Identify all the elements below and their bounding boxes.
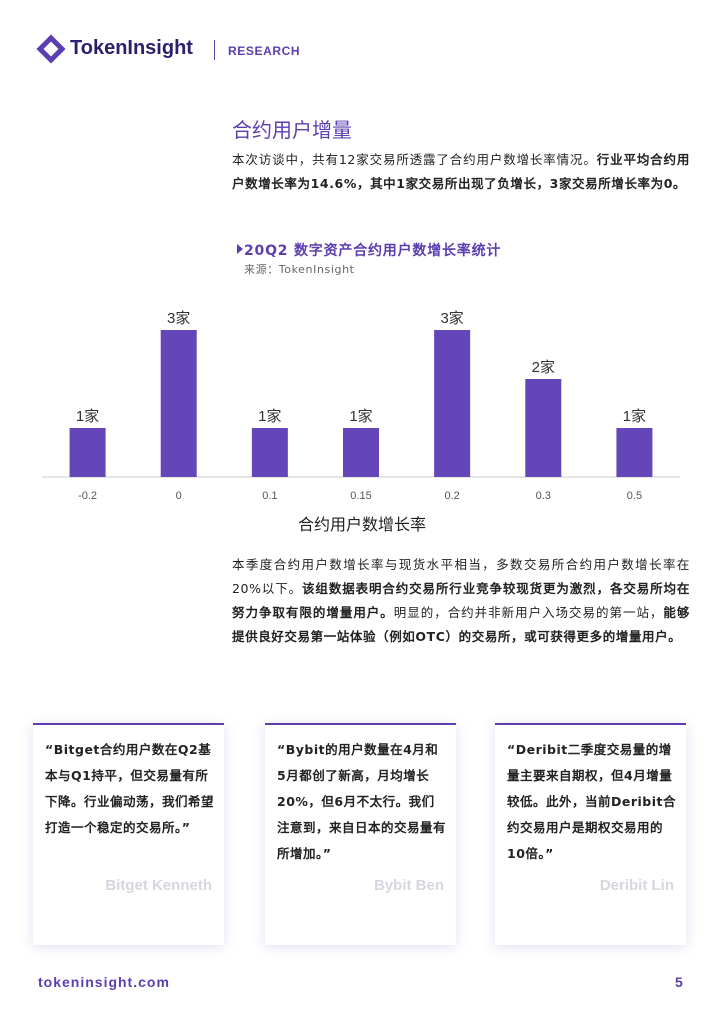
value-label: 1家 (76, 408, 99, 425)
chart-source: 来源：TokenInsight (244, 263, 355, 276)
quote-card: “Bybit的用户数量在4月和5月都创了新高，月均增长20%，但6月不太行。我们… (265, 723, 456, 945)
x-axis-title: 合约用户数增长率 (298, 516, 426, 534)
chart: -0.2 1家 0 3家 0.1 1家 0.15 1家 0.2 3家 0.3 2家 0.5 1家合约用户数… (42, 310, 680, 534)
quote-author: Bybit Ben (373, 877, 444, 894)
bar (160, 330, 197, 477)
bar (434, 330, 471, 477)
text-segment: 该组数据表明合约交易所行业竞争较现货更为激烈，各交易所均在努力争取有限的增量用户… (232, 581, 691, 620)
quote-author: Deribit Lin (599, 877, 674, 894)
logo (36, 34, 66, 64)
x-tick-label: 0.2 (444, 490, 459, 502)
value-label: 3家 (167, 310, 190, 327)
paragraph: 本次访谈中，共有12家交易所透露了合约用户数增长率情况。行业平均合约用户数增长率… (232, 148, 690, 196)
value-label: 3家 (440, 310, 463, 327)
value-label: 2家 (532, 359, 555, 376)
quote-card: “Deribit二季度交易量的增量主要来自期权，但4月增量较低。此外，当前Der… (495, 723, 686, 945)
bar (251, 428, 288, 477)
quote-text: “Bybit的用户数量在4月和5月都创了新高，月均增长20%，但6月不太行。我们… (277, 742, 447, 861)
quote-author: Bitget Kenneth (105, 877, 212, 894)
quote-text: “Bitget合约用户数在Q2基本与Q1持平，但交易量有所下降。行业偏动荡，我们… (45, 742, 215, 835)
footer-url: tokeninsight.com (38, 974, 170, 990)
text-segment: 本季度合约用户数增长率与现货水平相当，多数交易所合约用户数增长率在20%以下。 (232, 557, 690, 596)
bar (525, 379, 562, 477)
x-tick-label: 0 (176, 490, 182, 502)
text-segment: 行业平均合约用户数增长率为14.6%，其中1家交易所出现了负增长，3家交易所增长… (232, 152, 690, 191)
value-label: 1家 (349, 408, 372, 425)
bar (616, 428, 653, 477)
x-tick-label: 0.3 (536, 490, 551, 502)
bar (343, 428, 379, 477)
text-segment: 能够提供良好交易第一站体验（例如OTC）的交易所，或可获得更多的增量用户。 (232, 605, 690, 644)
x-tick-label: 0.5 (627, 490, 642, 502)
section-label: RESEARCH (228, 44, 301, 58)
x-tick-label: 0.15 (350, 490, 371, 502)
page-number: 5 (675, 974, 683, 990)
chart-title: 20Q2 数字资产合约用户数增长率统计 (244, 243, 502, 259)
value-label: 1家 (258, 408, 281, 425)
paragraph: 本季度合约用户数增长率与现货水平相当，多数交易所合约用户数增长率在20%以下。该… (232, 553, 690, 649)
marker (237, 244, 243, 254)
divider (214, 40, 215, 60)
x-tick-label: -0.2 (78, 490, 97, 502)
bar (69, 428, 106, 477)
section-title: 合约用户增量 (232, 118, 352, 142)
text-segment: 本次访谈中，共有12家交易所透露了合约用户数增长率情况。 (232, 152, 597, 167)
brand: TokenInsight (70, 37, 193, 59)
text-segment: 明显的，合约并非新用户入场交易的第一站， (393, 605, 664, 620)
value-label: 1家 (623, 408, 646, 425)
quote-text: “Deribit二季度交易量的增量主要来自期权，但4月增量较低。此外，当前Der… (507, 742, 677, 861)
x-tick-label: 0.1 (262, 490, 277, 502)
quote-card: “Bitget合约用户数在Q2基本与Q1持平，但交易量有所下降。行业偏动荡，我们… (33, 723, 224, 945)
